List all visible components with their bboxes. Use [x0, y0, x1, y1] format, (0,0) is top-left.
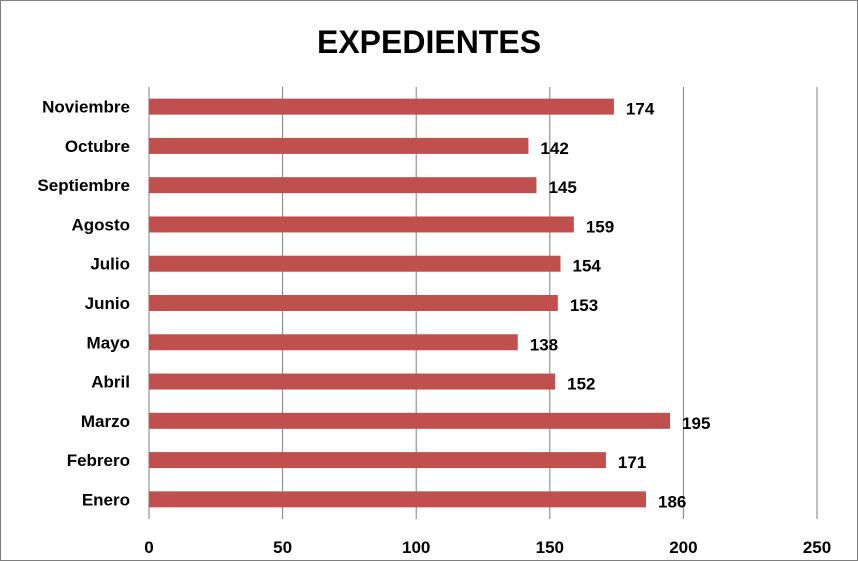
category-label-mayo: Mayo	[87, 333, 130, 352]
x-axis-ticks: 0 50 100 150 200 250	[144, 538, 831, 557]
bar-noviembre	[149, 98, 614, 115]
x-tick-label-100: 100	[402, 538, 430, 557]
bar-agosto	[149, 216, 574, 233]
data-label-septiembre: 145	[548, 178, 576, 197]
bar-junio	[149, 295, 558, 311]
x-tick-label-200: 200	[669, 538, 697, 557]
category-label-enero: Enero	[82, 490, 130, 509]
chart-title: EXPEDIENTES	[317, 24, 541, 60]
data-label-abril: 152	[567, 375, 595, 394]
category-labels: Enero Febrero Marzo Abril Mayo Junio Julio Agos…	[37, 98, 130, 510]
bar-octubre	[149, 137, 529, 154]
category-label-abril: Abril	[91, 373, 130, 392]
data-label-octubre: 142	[540, 139, 568, 158]
data-label-agosto: 159	[586, 217, 614, 236]
bar-febrero	[149, 452, 606, 469]
bar-enero	[149, 491, 646, 508]
bars	[149, 98, 671, 508]
bar-julio	[149, 255, 561, 272]
data-label-febrero: 171	[618, 453, 646, 472]
category-label-junio: Junio	[85, 294, 130, 313]
bar-abril	[149, 373, 556, 390]
data-label-junio: 153	[570, 296, 598, 315]
x-tick-label-0: 0	[144, 538, 153, 557]
category-label-septiembre: Septiembre	[37, 176, 130, 195]
bar-septiembre	[149, 177, 537, 194]
category-label-noviembre: Noviembre	[42, 98, 130, 117]
category-label-febrero: Febrero	[67, 451, 130, 470]
x-tick-label-50: 50	[273, 538, 292, 557]
category-label-octubre: Octubre	[65, 137, 130, 156]
x-tick-label-150: 150	[536, 538, 564, 557]
category-label-marzo: Marzo	[81, 412, 130, 431]
category-label-agosto: Agosto	[71, 215, 130, 234]
data-label-mayo: 138	[530, 335, 558, 354]
data-label-enero: 186	[658, 492, 686, 511]
bar-mayo	[149, 334, 518, 351]
data-label-noviembre: 174	[626, 100, 655, 119]
data-labels: 186 171 195 152 138 153 154 159 145 142 174	[530, 100, 711, 512]
category-label-julio: Julio	[90, 255, 130, 274]
x-tick-label-250: 250	[803, 538, 831, 557]
bar-marzo	[149, 412, 671, 429]
data-label-julio: 154	[572, 257, 601, 276]
data-label-marzo: 195	[682, 414, 710, 433]
